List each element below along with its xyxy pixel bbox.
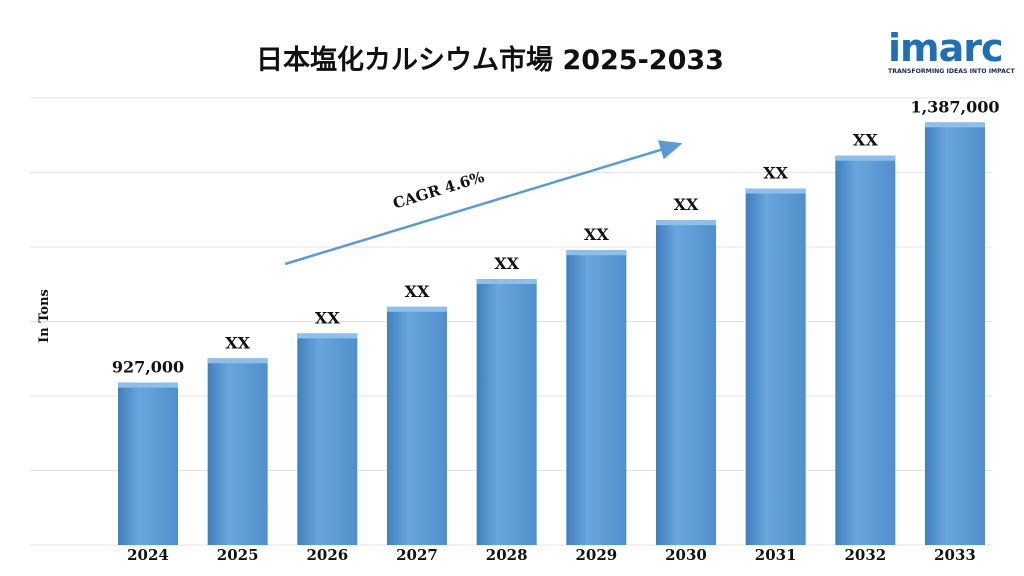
bar-2032: [835, 155, 896, 545]
x-tick-2026: 2026: [306, 546, 348, 564]
bar-2033: [925, 122, 985, 545]
bar-2029: [566, 250, 627, 545]
bar-2026: [297, 333, 358, 545]
data-label-2029: XX: [584, 225, 609, 244]
data-label-2031: XX: [763, 164, 788, 183]
x-tick-2032: 2032: [844, 546, 886, 564]
bar-cap-2030: [656, 220, 716, 226]
x-tick-2029: 2029: [575, 546, 617, 564]
bar-cap-2028: [476, 279, 537, 285]
x-tick-2024: 2024: [127, 546, 169, 564]
bar-cap-2029: [566, 250, 627, 256]
data-label-2033: 1,387,000: [910, 97, 999, 116]
bar-2027: [387, 306, 447, 545]
bar-cap-2031: [745, 188, 806, 194]
logo-word: imarc: [888, 26, 1004, 70]
x-tick-2033: 2033: [934, 546, 976, 564]
bar-cap-2032: [835, 155, 896, 161]
bar-cap-2025: [207, 358, 268, 364]
cagr-arrow: [284, 140, 683, 266]
data-labels: 927,000 XX XX XX XX XX XX XX XX 1,387,000: [112, 97, 1000, 376]
x-tick-2027: 2027: [396, 546, 438, 564]
data-label-2024: 927,000: [112, 358, 184, 377]
bar-2028: [476, 279, 537, 545]
logo-tagline: TRANSFORMING IDEAS INTO IMPACT: [888, 68, 1015, 75]
x-tick-2030: 2030: [665, 546, 707, 564]
bar-2031: [745, 188, 806, 545]
data-label-2030: XX: [674, 195, 699, 214]
x-tick-2025: 2025: [217, 546, 259, 564]
data-label-2027: XX: [405, 282, 430, 301]
bar-cap-2026: [297, 333, 358, 339]
y-axis-label: In Tons: [37, 289, 52, 343]
bar-cap-2033: [925, 122, 985, 128]
bar-2025: [207, 358, 268, 545]
data-label-2028: XX: [494, 254, 519, 273]
data-label-2026: XX: [315, 308, 340, 327]
data-label-2025: XX: [225, 333, 250, 352]
bar-2030: [656, 220, 716, 546]
imarc-logo: imarc TRANSFORMING IDEAS INTO IMPACT: [888, 28, 1018, 83]
chart-title: 日本塩化カルシウム市場 2025-2033: [256, 45, 724, 76]
x-tick-labels: 2024 2025 2026 2027 2028 2029 2030 2031 2032 2033: [127, 546, 976, 564]
x-tick-2028: 2028: [486, 546, 528, 564]
data-label-2032: XX: [853, 131, 878, 150]
bars: [118, 122, 985, 546]
bar-cap-2024: [118, 382, 178, 388]
x-tick-2031: 2031: [755, 546, 797, 564]
bar-2024: [118, 382, 178, 545]
bar-cap-2027: [387, 306, 447, 312]
